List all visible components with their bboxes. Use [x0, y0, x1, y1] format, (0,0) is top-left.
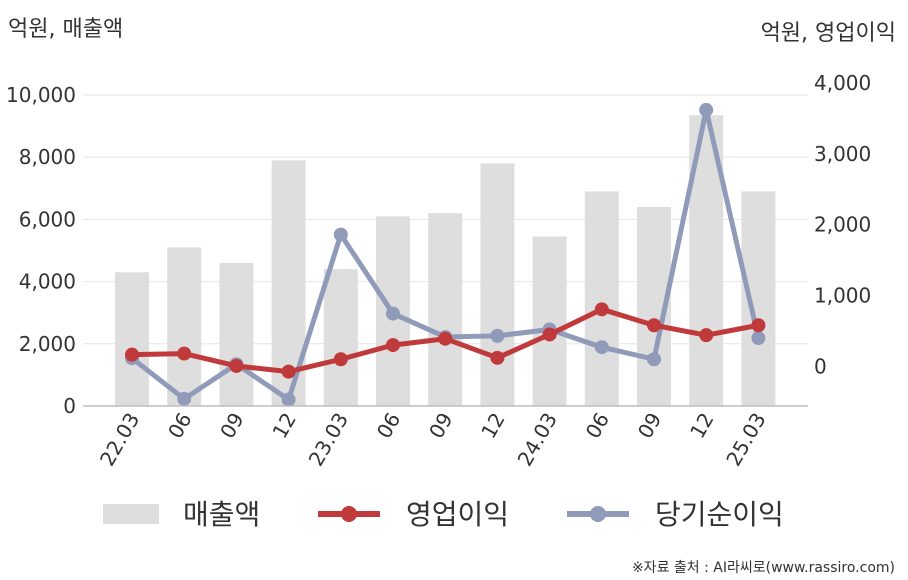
- legend-marker: [590, 506, 606, 522]
- legend-marker: [341, 506, 357, 522]
- x-tick-label: 06: [581, 409, 615, 443]
- series-point: [333, 227, 348, 242]
- series-point: [490, 350, 505, 365]
- x-tick-label: 09: [424, 409, 458, 443]
- revenue-bar: [532, 236, 567, 406]
- series-point: [490, 328, 505, 343]
- series-point: [177, 391, 192, 406]
- left-tick-label: 10,000: [6, 83, 76, 107]
- x-tick-label: 12: [267, 409, 301, 443]
- right-tick-label: 4,000: [814, 71, 871, 95]
- series-point: [386, 306, 400, 321]
- legend: 매출액 영업이익 당기순이익: [103, 498, 784, 531]
- left-axis-ticks: 0 2,000 4,000 6,000 8,000 10,000: [6, 83, 76, 418]
- x-tick-label: 12: [476, 409, 510, 443]
- series-point: [647, 318, 661, 333]
- x-tick-label: 25.03: [721, 409, 770, 471]
- revenue-bar: [219, 262, 254, 406]
- x-tick-label: 23.03: [304, 409, 353, 471]
- series-lines: [125, 102, 766, 407]
- x-tick-label: 06: [163, 409, 197, 443]
- revenue-bar: [167, 247, 202, 406]
- series-point: [699, 328, 714, 343]
- revenue-bar: [115, 272, 149, 406]
- series-point: [594, 340, 609, 355]
- x-tick-label: 09: [633, 409, 667, 443]
- series-point: [281, 364, 296, 379]
- x-tick-label: 22.03: [95, 409, 144, 471]
- right-tick-label: 1,000: [814, 284, 871, 308]
- right-axis-title: 억원, 영업이익: [761, 21, 896, 46]
- series-point: [594, 302, 609, 317]
- right-tick-label: 0: [814, 354, 827, 378]
- series-point: [386, 338, 400, 353]
- series-point: [125, 347, 139, 362]
- legend-label: 영업이익: [406, 498, 509, 531]
- series-point: [281, 392, 296, 407]
- x-tick-label: 06: [372, 409, 406, 443]
- revenue-bar: [428, 213, 463, 406]
- series-point: [229, 358, 244, 373]
- x-tick-label: 24.03: [513, 409, 562, 471]
- right-tick-label: 3,000: [814, 142, 871, 166]
- series-point: [751, 331, 766, 345]
- series-point: [438, 331, 453, 346]
- x-tick-label: 09: [215, 409, 249, 443]
- revenue-bar: [323, 269, 358, 406]
- revenue-bar: [480, 163, 515, 406]
- series-point: [542, 327, 557, 342]
- legend-swatch: [103, 504, 159, 524]
- right-tick-label: 2,000: [814, 213, 871, 237]
- left-tick-label: 2,000: [19, 332, 76, 356]
- left-tick-label: 6,000: [19, 207, 76, 231]
- revenue-bar: [741, 191, 776, 406]
- left-tick-label: 4,000: [19, 270, 76, 294]
- series-point: [751, 318, 766, 333]
- x-tick-label: 12: [685, 409, 719, 443]
- legend-label: 매출액: [183, 498, 260, 531]
- right-axis-ticks: 0 1,000 2,000 3,000 4,000: [814, 71, 871, 378]
- series-point: [699, 102, 714, 117]
- left-tick-label: 8,000: [19, 145, 76, 169]
- revenue-bars: [115, 115, 776, 406]
- legend-label: 당기순이익: [655, 498, 784, 531]
- left-tick-label: 0: [63, 394, 76, 418]
- left-axis-title: 억원, 매출액: [8, 17, 123, 42]
- source-note: ※자료 출처 : AI라씨로(www.rassiro.com): [632, 560, 895, 576]
- series-point: [333, 352, 348, 367]
- series-point: [647, 352, 661, 367]
- x-axis-ticks: 22.03 06 09 12 23.03 06 09 12 24.03 06 09 12 25.03: [95, 409, 771, 471]
- revenue-bar: [584, 191, 619, 406]
- series-point: [177, 346, 192, 361]
